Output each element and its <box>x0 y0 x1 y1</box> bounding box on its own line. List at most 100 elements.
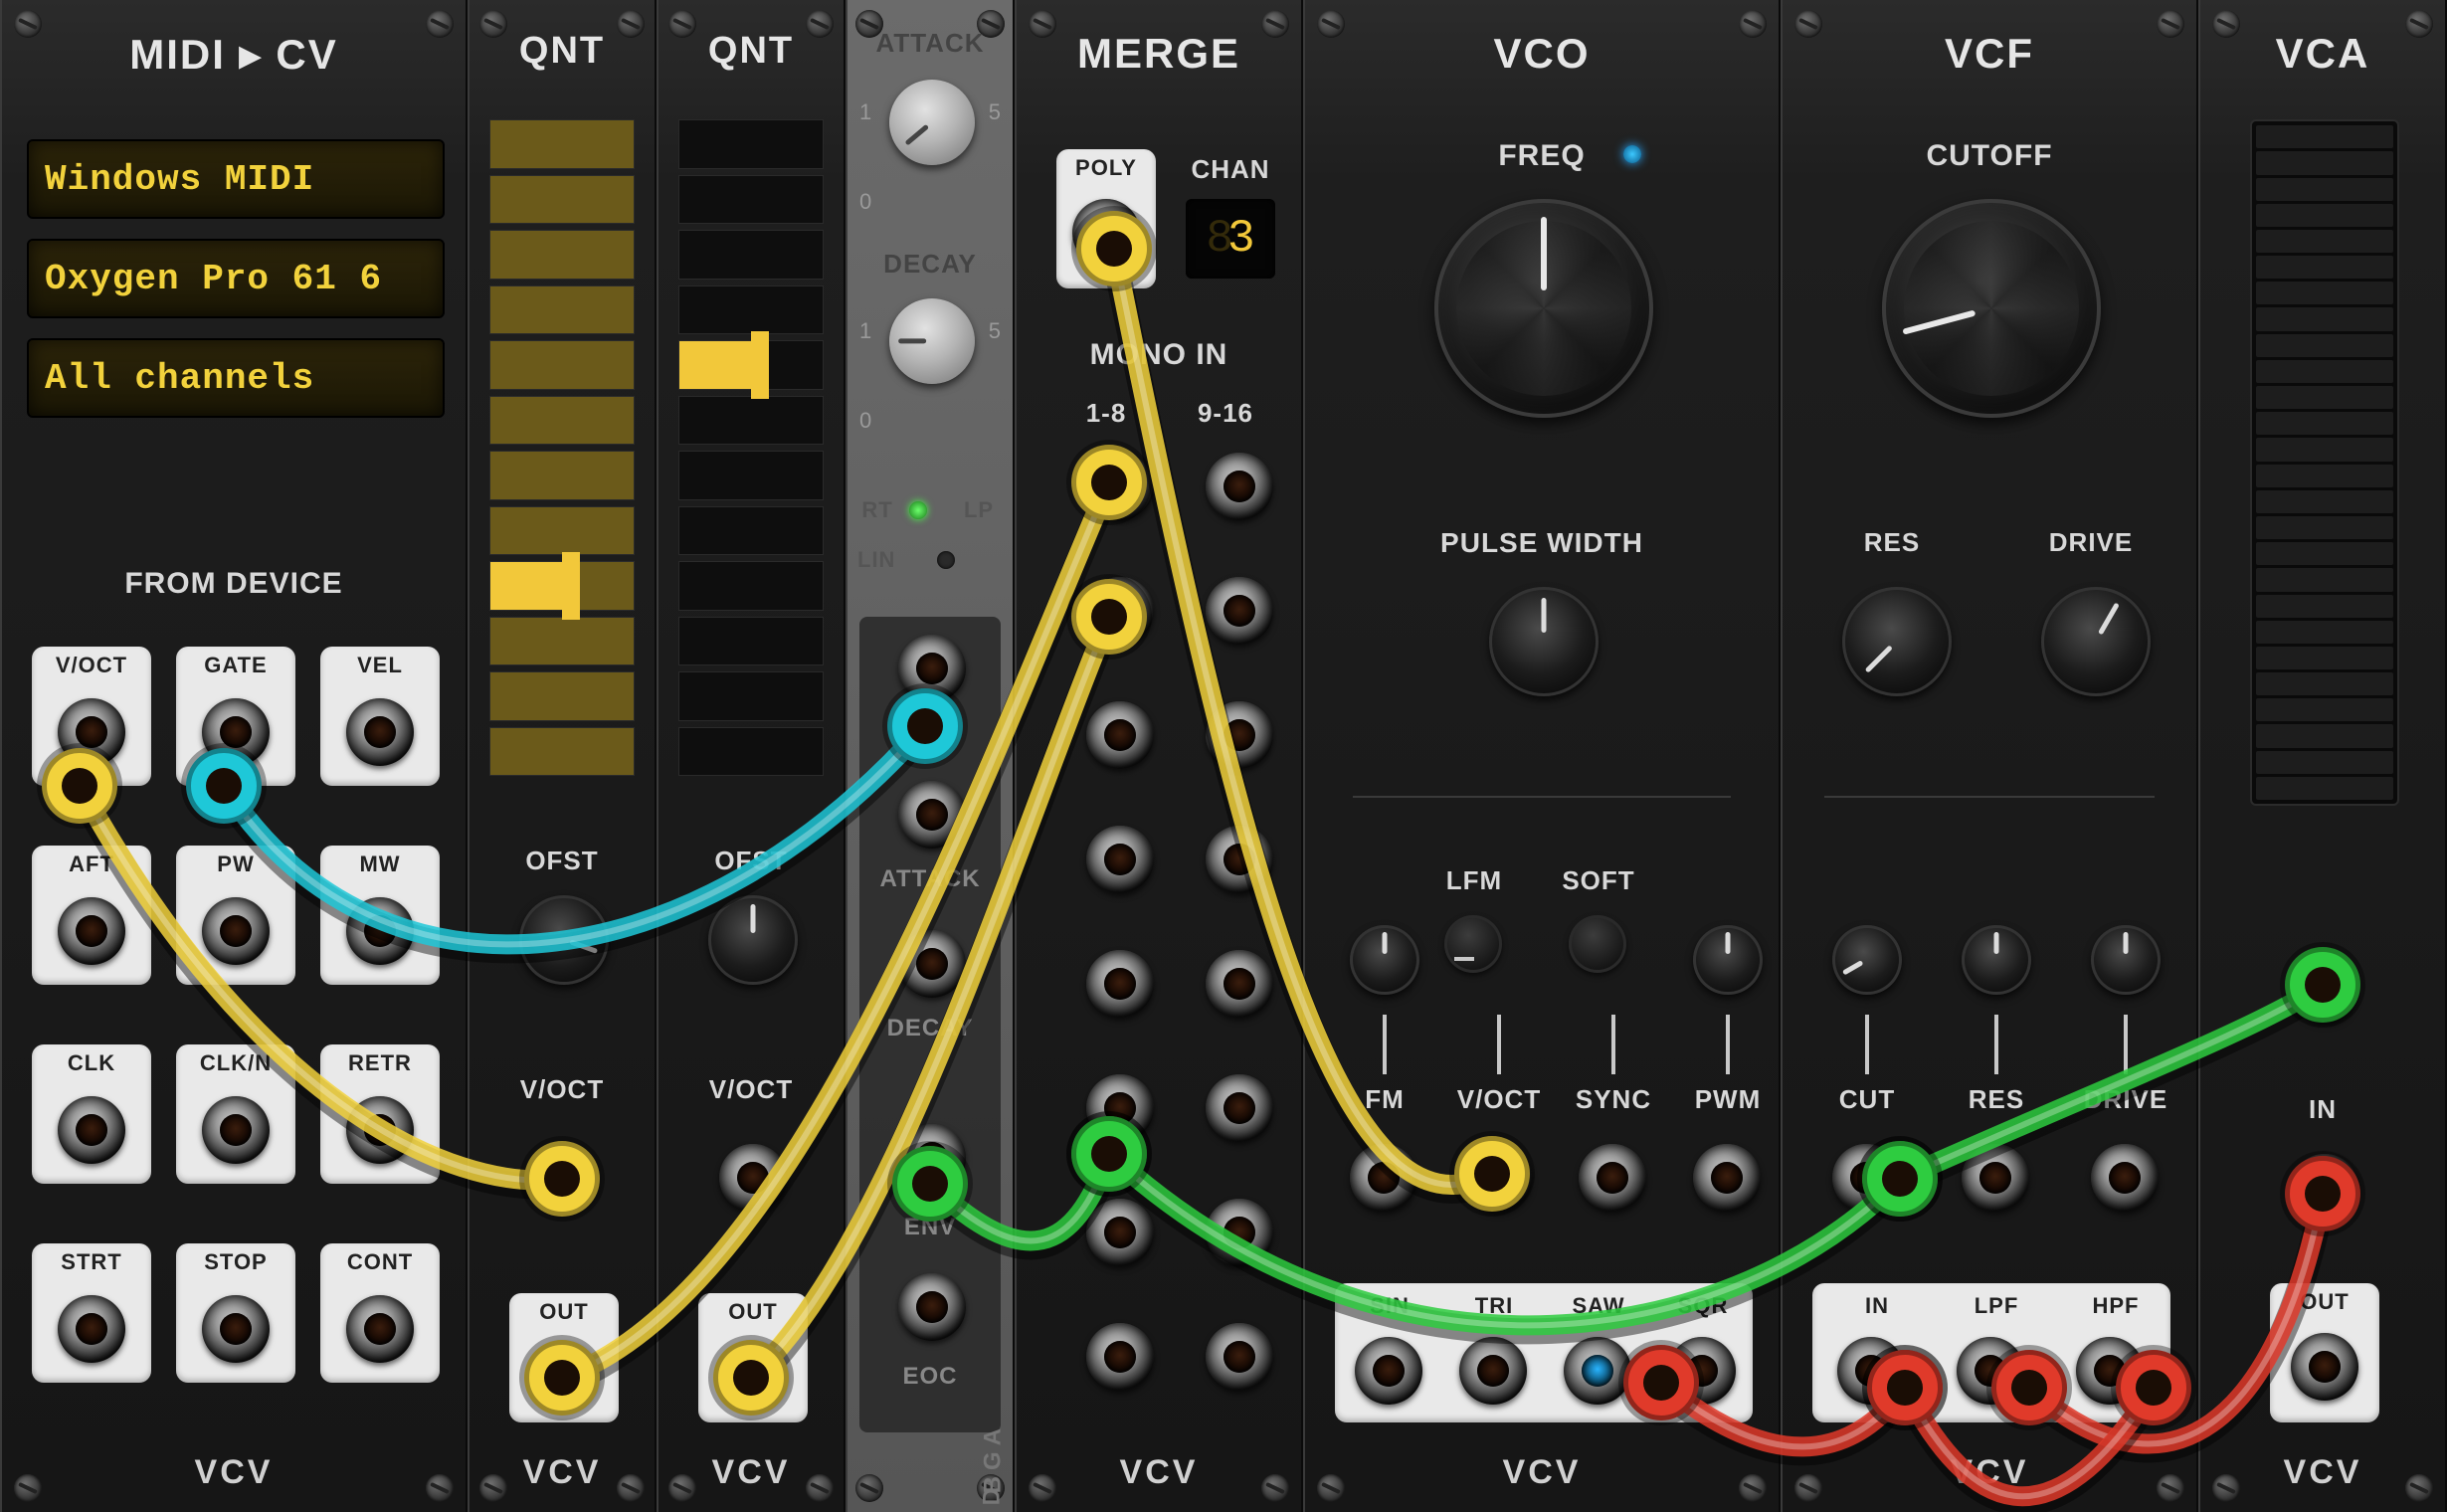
merge-in-10-jack[interactable] <box>1206 577 1273 645</box>
vco-outs-box: SINTRISAWSQR <box>1335 1283 1753 1422</box>
midicv-pw-box: PW <box>176 846 295 985</box>
qnt2-title: QNT <box>659 30 844 73</box>
midicv-gate-jack[interactable] <box>202 698 270 766</box>
midicv-mw-box: MW <box>320 846 440 985</box>
vco-tri-jack[interactable] <box>1459 1337 1527 1405</box>
midicv-clk-box: CLK <box>32 1044 151 1184</box>
ad-lin-led <box>937 551 955 569</box>
merge-in-2-jack[interactable] <box>1086 577 1154 645</box>
midicv-gate-box: GATE <box>176 647 295 786</box>
qnt1-voct-jack[interactable] <box>530 1144 598 1212</box>
merge-in-5-jack[interactable] <box>1086 950 1154 1018</box>
ad-decay-knob[interactable] <box>889 298 975 384</box>
midicv-stop-jack[interactable] <box>202 1295 270 1363</box>
ad-decay-cv-jack[interactable] <box>898 930 966 998</box>
midicv-cont-box: CONT <box>320 1243 440 1383</box>
midicv-mw-jack[interactable] <box>346 897 414 965</box>
vcf-hpf-jack[interactable] <box>2076 1337 2144 1405</box>
module-vco: VCO FREQ PULSE WIDTH LFM SOFT FMV/OCTSYN… <box>1303 0 1781 1512</box>
merge-in-1-jack[interactable] <box>1086 453 1154 520</box>
qnt2-voct-label: V/OCT <box>659 1074 844 1105</box>
merge-in-14-jack[interactable] <box>1206 1074 1273 1142</box>
qnt1-ofst-knob[interactable] <box>519 895 609 985</box>
midicv-clk-jack[interactable] <box>58 1096 125 1164</box>
qnt1-voct-label: V/OCT <box>470 1074 655 1105</box>
module-midi-cv: MIDI ▸ CV Windows MIDI Oxygen Pro 61 6 A… <box>0 0 468 1512</box>
midicv-strt-jack[interactable] <box>58 1295 125 1363</box>
vca-level-meter[interactable] <box>2250 119 2399 806</box>
midicv-vel-box: VEL <box>320 647 440 786</box>
midicv-pw-jack[interactable] <box>202 897 270 965</box>
module-vcf: VCF CUTOFF RES DRIVE CUTRESDRIVE INLPFHP… <box>1781 0 2198 1512</box>
qnt1-ofst-label: OFST <box>470 846 655 876</box>
midi-driver-select[interactable]: Windows MIDI <box>27 139 445 219</box>
midi-device-select[interactable]: Oxygen Pro 61 6 <box>27 239 445 318</box>
vco-pwm-attenuator[interactable] <box>1693 925 1763 995</box>
midi-channel-select[interactable]: All channels <box>27 338 445 418</box>
module-vca: VCA IN OUT VCV <box>2198 0 2447 1512</box>
merge-in-16-jack[interactable] <box>1206 1323 1273 1391</box>
qnt2-ofst-knob[interactable] <box>708 895 798 985</box>
vcf-cut-jack[interactable] <box>1832 1144 1900 1212</box>
qnt2-ofst-label: OFST <box>659 846 844 876</box>
midicv-aft-box: AFT <box>32 846 151 985</box>
qnt1-out-jack[interactable] <box>530 1341 598 1409</box>
vca-out-box: OUT <box>2270 1283 2379 1422</box>
vco-sqr-jack[interactable] <box>1668 1337 1736 1405</box>
qnt1-note-grid[interactable] <box>489 119 635 776</box>
vco-voct-jack[interactable] <box>1464 1144 1532 1212</box>
vco-saw-jack[interactable] <box>1564 1337 1631 1405</box>
merge-in-7-jack[interactable] <box>1086 1199 1154 1266</box>
merge-in-9-jack[interactable] <box>1206 453 1273 520</box>
qnt2-out-jack[interactable] <box>719 1341 787 1409</box>
vca-title: VCA <box>2200 30 2445 78</box>
vca-out-jack[interactable] <box>2291 1333 2358 1401</box>
merge-in-3-jack[interactable] <box>1086 701 1154 769</box>
qnt2-voct-jack[interactable] <box>719 1144 787 1212</box>
ad-trig-jack[interactable] <box>898 635 966 702</box>
vca-in-jack[interactable] <box>2291 1154 2358 1222</box>
vcf-in-jack[interactable] <box>1837 1337 1905 1405</box>
midicv-voct-box: V/OCT <box>32 647 151 786</box>
brand: VCV <box>2 1453 466 1492</box>
qnt1-title: QNT <box>470 30 655 73</box>
midi-cv-title: MIDI ▸ CV <box>2 30 466 79</box>
vcf-res-jack[interactable] <box>1962 1144 2029 1212</box>
qnt1-out-box: OUT <box>509 1293 619 1422</box>
vcf-lpf-jack[interactable] <box>1957 1337 2024 1405</box>
vcf-drive-jack[interactable] <box>2091 1144 2159 1212</box>
midicv-voct-jack[interactable] <box>58 698 125 766</box>
ad-eoc-jack[interactable] <box>898 1273 966 1341</box>
module-qnt-1: QNT OFST V/OCT OUT VCV <box>468 0 657 1512</box>
midicv-clkn-jack[interactable] <box>202 1096 270 1164</box>
vca-cv-jack[interactable] <box>2291 955 2358 1023</box>
ad-rt-led <box>909 501 927 519</box>
ad-env-jack[interactable] <box>898 1124 966 1192</box>
vco-sync-jack[interactable] <box>1579 1144 1646 1212</box>
merge-in-8-jack[interactable] <box>1086 1323 1154 1391</box>
vco-fm-attenuator[interactable] <box>1350 925 1419 995</box>
ad-attack-knob[interactable] <box>889 80 975 165</box>
midicv-aft-jack[interactable] <box>58 897 125 965</box>
midicv-stop-box: STOP <box>176 1243 295 1383</box>
merge-in-12-jack[interactable] <box>1206 826 1273 893</box>
merge-in-6-jack[interactable] <box>1086 1074 1154 1142</box>
merge-in-13-jack[interactable] <box>1206 950 1273 1018</box>
merge-in-11-jack[interactable] <box>1206 701 1273 769</box>
vco-pwm-jack[interactable] <box>1693 1144 1761 1212</box>
vco-fm-jack[interactable] <box>1350 1144 1417 1212</box>
midicv-vel-jack[interactable] <box>346 698 414 766</box>
merge-in-15-jack[interactable] <box>1206 1199 1273 1266</box>
midicv-retr-jack[interactable] <box>346 1096 414 1164</box>
vco-sin-jack[interactable] <box>1355 1337 1422 1405</box>
vcf-outs-box: INLPFHPF <box>1812 1283 2170 1422</box>
merge-in-4-jack[interactable] <box>1086 826 1154 893</box>
from-device-label: FROM DEVICE <box>2 567 466 601</box>
vca-in-label: IN <box>2200 1094 2445 1125</box>
ad-decay-label: DECAY <box>847 249 1013 280</box>
midicv-clkn-box: CLK/N <box>176 1044 295 1184</box>
qnt2-note-grid[interactable] <box>678 119 824 776</box>
module-qnt-2: QNT OFST V/OCT OUT VCV <box>657 0 846 1512</box>
ad-attack-cv-jack[interactable] <box>898 781 966 849</box>
midicv-cont-jack[interactable] <box>346 1295 414 1363</box>
